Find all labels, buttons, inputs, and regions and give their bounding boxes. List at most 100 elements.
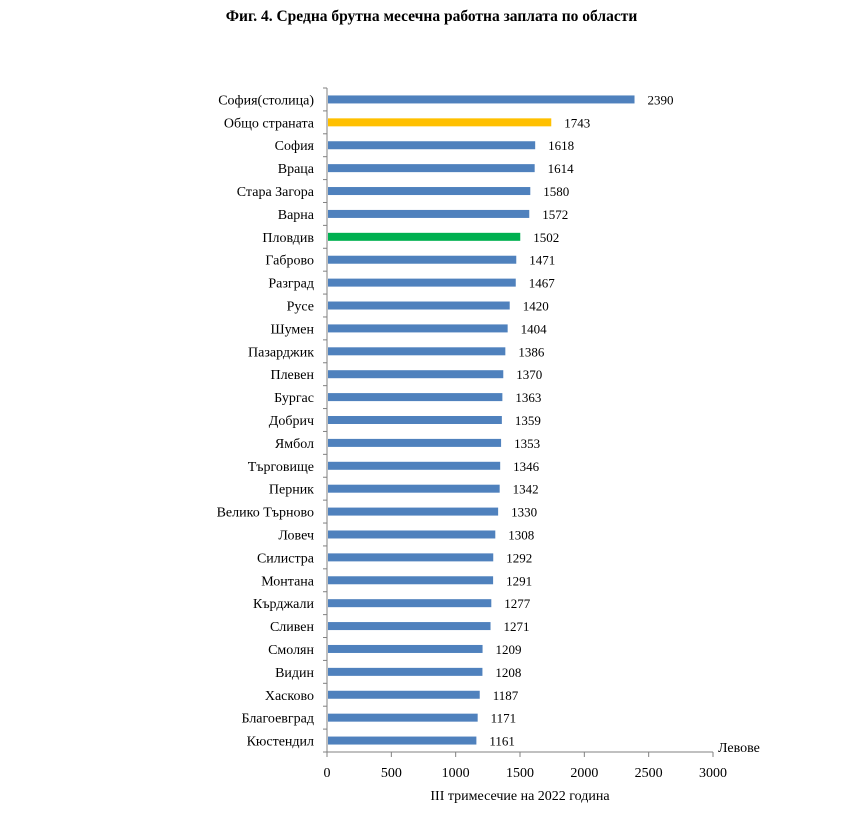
data-label: 1502 bbox=[533, 230, 559, 245]
x-tick-label: 2000 bbox=[570, 766, 598, 781]
category-label: Велико Търново bbox=[217, 506, 314, 521]
data-label: 1363 bbox=[515, 390, 541, 405]
category-label: Пловдив bbox=[262, 231, 314, 246]
bar bbox=[328, 416, 502, 424]
bar bbox=[328, 644, 483, 653]
x-tick-label: 500 bbox=[381, 766, 402, 781]
bar bbox=[328, 438, 502, 447]
bar bbox=[328, 95, 635, 104]
data-label: 1342 bbox=[513, 482, 539, 497]
data-label: 1308 bbox=[508, 527, 534, 542]
data-label: 1386 bbox=[518, 344, 545, 359]
category-label: Силистра bbox=[257, 551, 315, 566]
data-label: 1277 bbox=[504, 596, 531, 611]
bar bbox=[328, 164, 535, 173]
data-label: 2390 bbox=[648, 92, 674, 107]
category-label: Пазарджик bbox=[248, 345, 314, 360]
bar bbox=[328, 553, 494, 562]
bar bbox=[328, 667, 483, 676]
data-label: 1161 bbox=[489, 734, 515, 749]
bar bbox=[328, 232, 521, 241]
category-label: Видин bbox=[275, 666, 314, 681]
data-label: 1346 bbox=[513, 459, 540, 474]
data-label: 1291 bbox=[506, 573, 532, 588]
category-label: Варна bbox=[278, 208, 315, 223]
category-label: Монтана bbox=[261, 574, 315, 589]
data-label: 1614 bbox=[548, 161, 575, 176]
category-label: Ловеч bbox=[278, 528, 314, 543]
data-label: 1404 bbox=[521, 321, 548, 336]
bar bbox=[328, 576, 494, 585]
data-label: 1471 bbox=[529, 253, 555, 268]
bar bbox=[328, 347, 506, 356]
category-label: Плевен bbox=[270, 368, 314, 383]
data-label: 1271 bbox=[504, 619, 530, 634]
bar bbox=[328, 370, 504, 379]
category-label: Кърджали bbox=[253, 597, 315, 612]
data-label: 1572 bbox=[542, 207, 568, 222]
category-label: Добрич bbox=[269, 414, 314, 429]
bar bbox=[328, 187, 531, 196]
data-label: 1330 bbox=[511, 505, 537, 520]
x-ticks-group: 0 500 1000 1500 2000 2500 3000 bbox=[324, 752, 727, 781]
data-label: 1187 bbox=[493, 688, 519, 703]
category-label: Кюстендил bbox=[247, 735, 314, 750]
bar bbox=[328, 461, 501, 470]
category-label: Смолян bbox=[268, 643, 314, 658]
category-label: Хасково bbox=[265, 689, 314, 704]
data-label: 1467 bbox=[529, 276, 556, 291]
category-label: Благоевград bbox=[241, 712, 314, 727]
category-label: София(столица) bbox=[218, 93, 314, 108]
category-label: Бургас bbox=[274, 391, 314, 406]
data-label: 1420 bbox=[523, 299, 549, 314]
data-label: 1359 bbox=[515, 413, 541, 428]
bar bbox=[328, 713, 478, 722]
category-label: Русе bbox=[287, 300, 314, 315]
data-label: 1353 bbox=[514, 436, 540, 451]
bar bbox=[328, 736, 477, 745]
bar bbox=[328, 393, 503, 402]
category-label: Ямбол bbox=[275, 437, 314, 452]
x-tick-label: 2500 bbox=[635, 766, 663, 781]
category-label: Търговище bbox=[248, 460, 314, 475]
data-label: 1209 bbox=[496, 642, 522, 657]
x-tick-label: 1500 bbox=[506, 766, 534, 781]
chart-title: Фиг. 4. Средна брутна месечна работна за… bbox=[225, 8, 638, 25]
data-label: 1370 bbox=[516, 367, 542, 382]
bar bbox=[328, 301, 510, 310]
bar bbox=[328, 118, 552, 127]
bar bbox=[328, 278, 516, 287]
x-tick-label: 0 bbox=[324, 766, 331, 781]
bar bbox=[328, 324, 508, 333]
data-label: 1171 bbox=[491, 711, 517, 726]
data-label: 1580 bbox=[543, 184, 569, 199]
data-label: 1208 bbox=[495, 665, 521, 680]
data-label: 1743 bbox=[564, 115, 590, 130]
category-label: Враца bbox=[278, 162, 315, 177]
bar bbox=[328, 141, 536, 150]
x-tick-label: 3000 bbox=[699, 766, 727, 781]
x-axis-label: III тримесечие на 2022 година bbox=[430, 789, 610, 804]
bar bbox=[328, 507, 499, 516]
bar bbox=[328, 255, 517, 264]
bar bbox=[328, 209, 530, 218]
category-label: Перник bbox=[269, 483, 314, 498]
bar bbox=[328, 530, 496, 539]
category-label: Общо страната bbox=[224, 116, 315, 131]
data-label: 1292 bbox=[506, 550, 532, 565]
data-label: 1618 bbox=[548, 138, 574, 153]
category-label: Стара Загора bbox=[237, 185, 315, 200]
bar bbox=[328, 599, 492, 608]
category-label: Сливен bbox=[270, 620, 315, 635]
x-tick-label: 1000 bbox=[442, 766, 470, 781]
category-label: София bbox=[275, 139, 315, 154]
category-label: Шумен bbox=[270, 322, 314, 337]
bars-group: София(столица) 2390 Общо страната 1743 София… bbox=[217, 87, 674, 753]
category-label: Разград bbox=[268, 277, 314, 292]
unit-label: Левове bbox=[718, 741, 760, 756]
category-label: Габрово bbox=[265, 254, 314, 269]
bar bbox=[328, 484, 500, 493]
bar bbox=[328, 690, 480, 699]
bar bbox=[328, 622, 491, 631]
